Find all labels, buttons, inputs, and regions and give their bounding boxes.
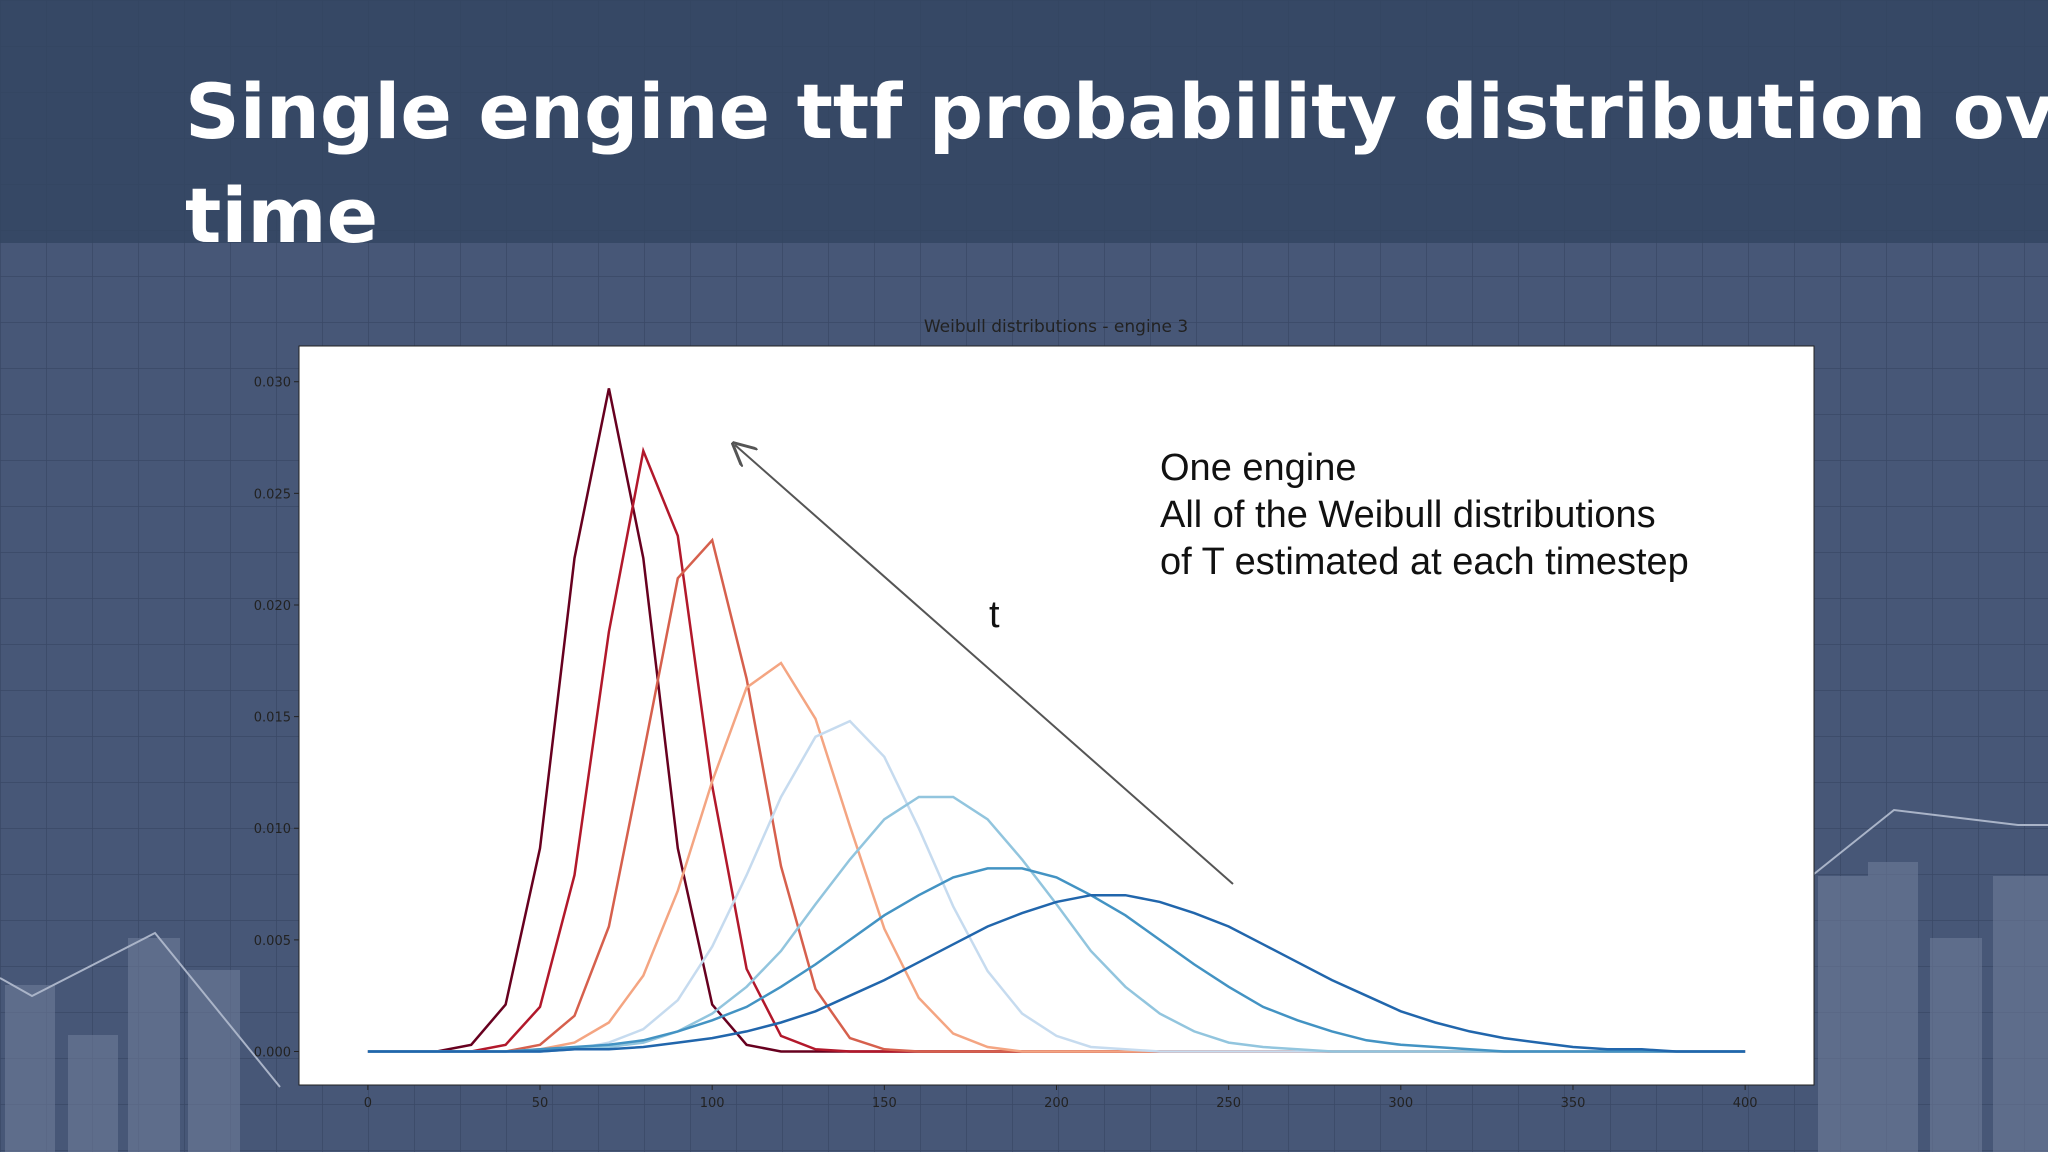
x-tick-label: 0: [364, 1096, 372, 1111]
x-tick-label: 100: [700, 1096, 725, 1111]
annotation: t: [989, 594, 1000, 636]
plot: 0.000 0.005 0.010 0.015 0.020 0.025 0.030 0 50 10…: [254, 376, 1758, 1111]
y-tick-label: 0.015: [254, 711, 291, 726]
x-tick-label: 150: [872, 1096, 897, 1111]
annotation: All of the Weibull distributions: [1160, 494, 1656, 536]
plot-area: [298, 345, 1815, 1086]
y-tick-label: 0.030: [254, 376, 291, 391]
x-tick-label: 200: [1044, 1096, 1069, 1111]
title-band: [0, 0, 2048, 243]
background-bars: [5, 862, 2048, 1152]
y-tick-label: 0.005: [254, 934, 291, 949]
distribution-line: [367, 867, 1746, 1053]
y-tick-label: 0.010: [254, 822, 291, 837]
slide-title-line: Single engine ttf probability distributi…: [185, 67, 2048, 156]
x-tick-label: 250: [1216, 1096, 1241, 1111]
x-tick-label: 350: [1561, 1096, 1586, 1111]
distribution-line: [367, 893, 1746, 1053]
background-line: [0, 931, 281, 1088]
background-line: [1813, 808, 2048, 875]
y-tick-label: 0.025: [254, 487, 291, 502]
chart-title: Weibull distributions - engine 3: [924, 317, 1188, 337]
x-tick-label: 50: [532, 1096, 549, 1111]
annotation: of T estimated at each timestep: [1160, 541, 1689, 583]
y-tick-label: 0.020: [254, 599, 291, 614]
slide-title: Single engine ttf probability distributi…: [185, 67, 2048, 260]
x-tick-label: 400: [1733, 1096, 1758, 1111]
slide-title-line: time: [185, 171, 378, 260]
y-tick-label: 0.000: [254, 1046, 291, 1061]
time-arrow: [735, 445, 1234, 885]
annotation: One engine: [1160, 447, 1357, 489]
x-tick-label: 300: [1388, 1096, 1413, 1111]
